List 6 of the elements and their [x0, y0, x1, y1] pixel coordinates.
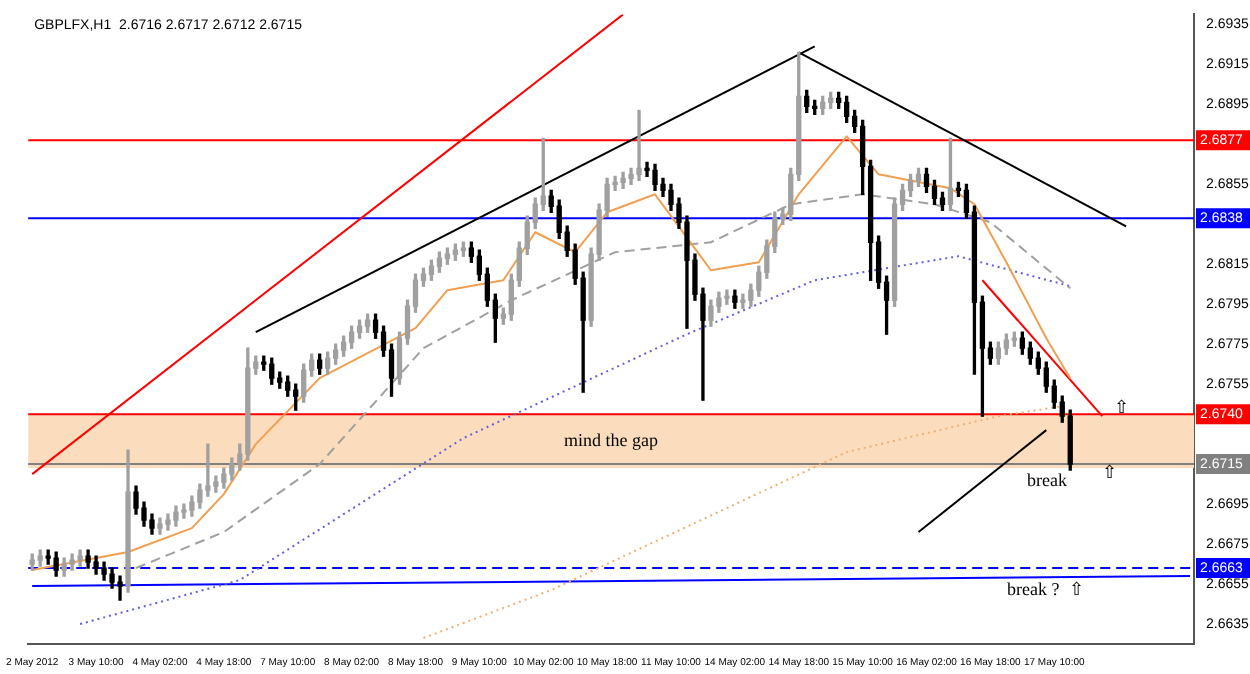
annotation: ⇧ [1102, 462, 1119, 483]
annotation: break ? [1006, 578, 1060, 599]
band-label: mind the gap [564, 429, 660, 450]
annotation: ⇧ [1113, 396, 1130, 417]
annotation: break [1027, 470, 1069, 491]
annotation: ⇧ [1069, 578, 1086, 599]
